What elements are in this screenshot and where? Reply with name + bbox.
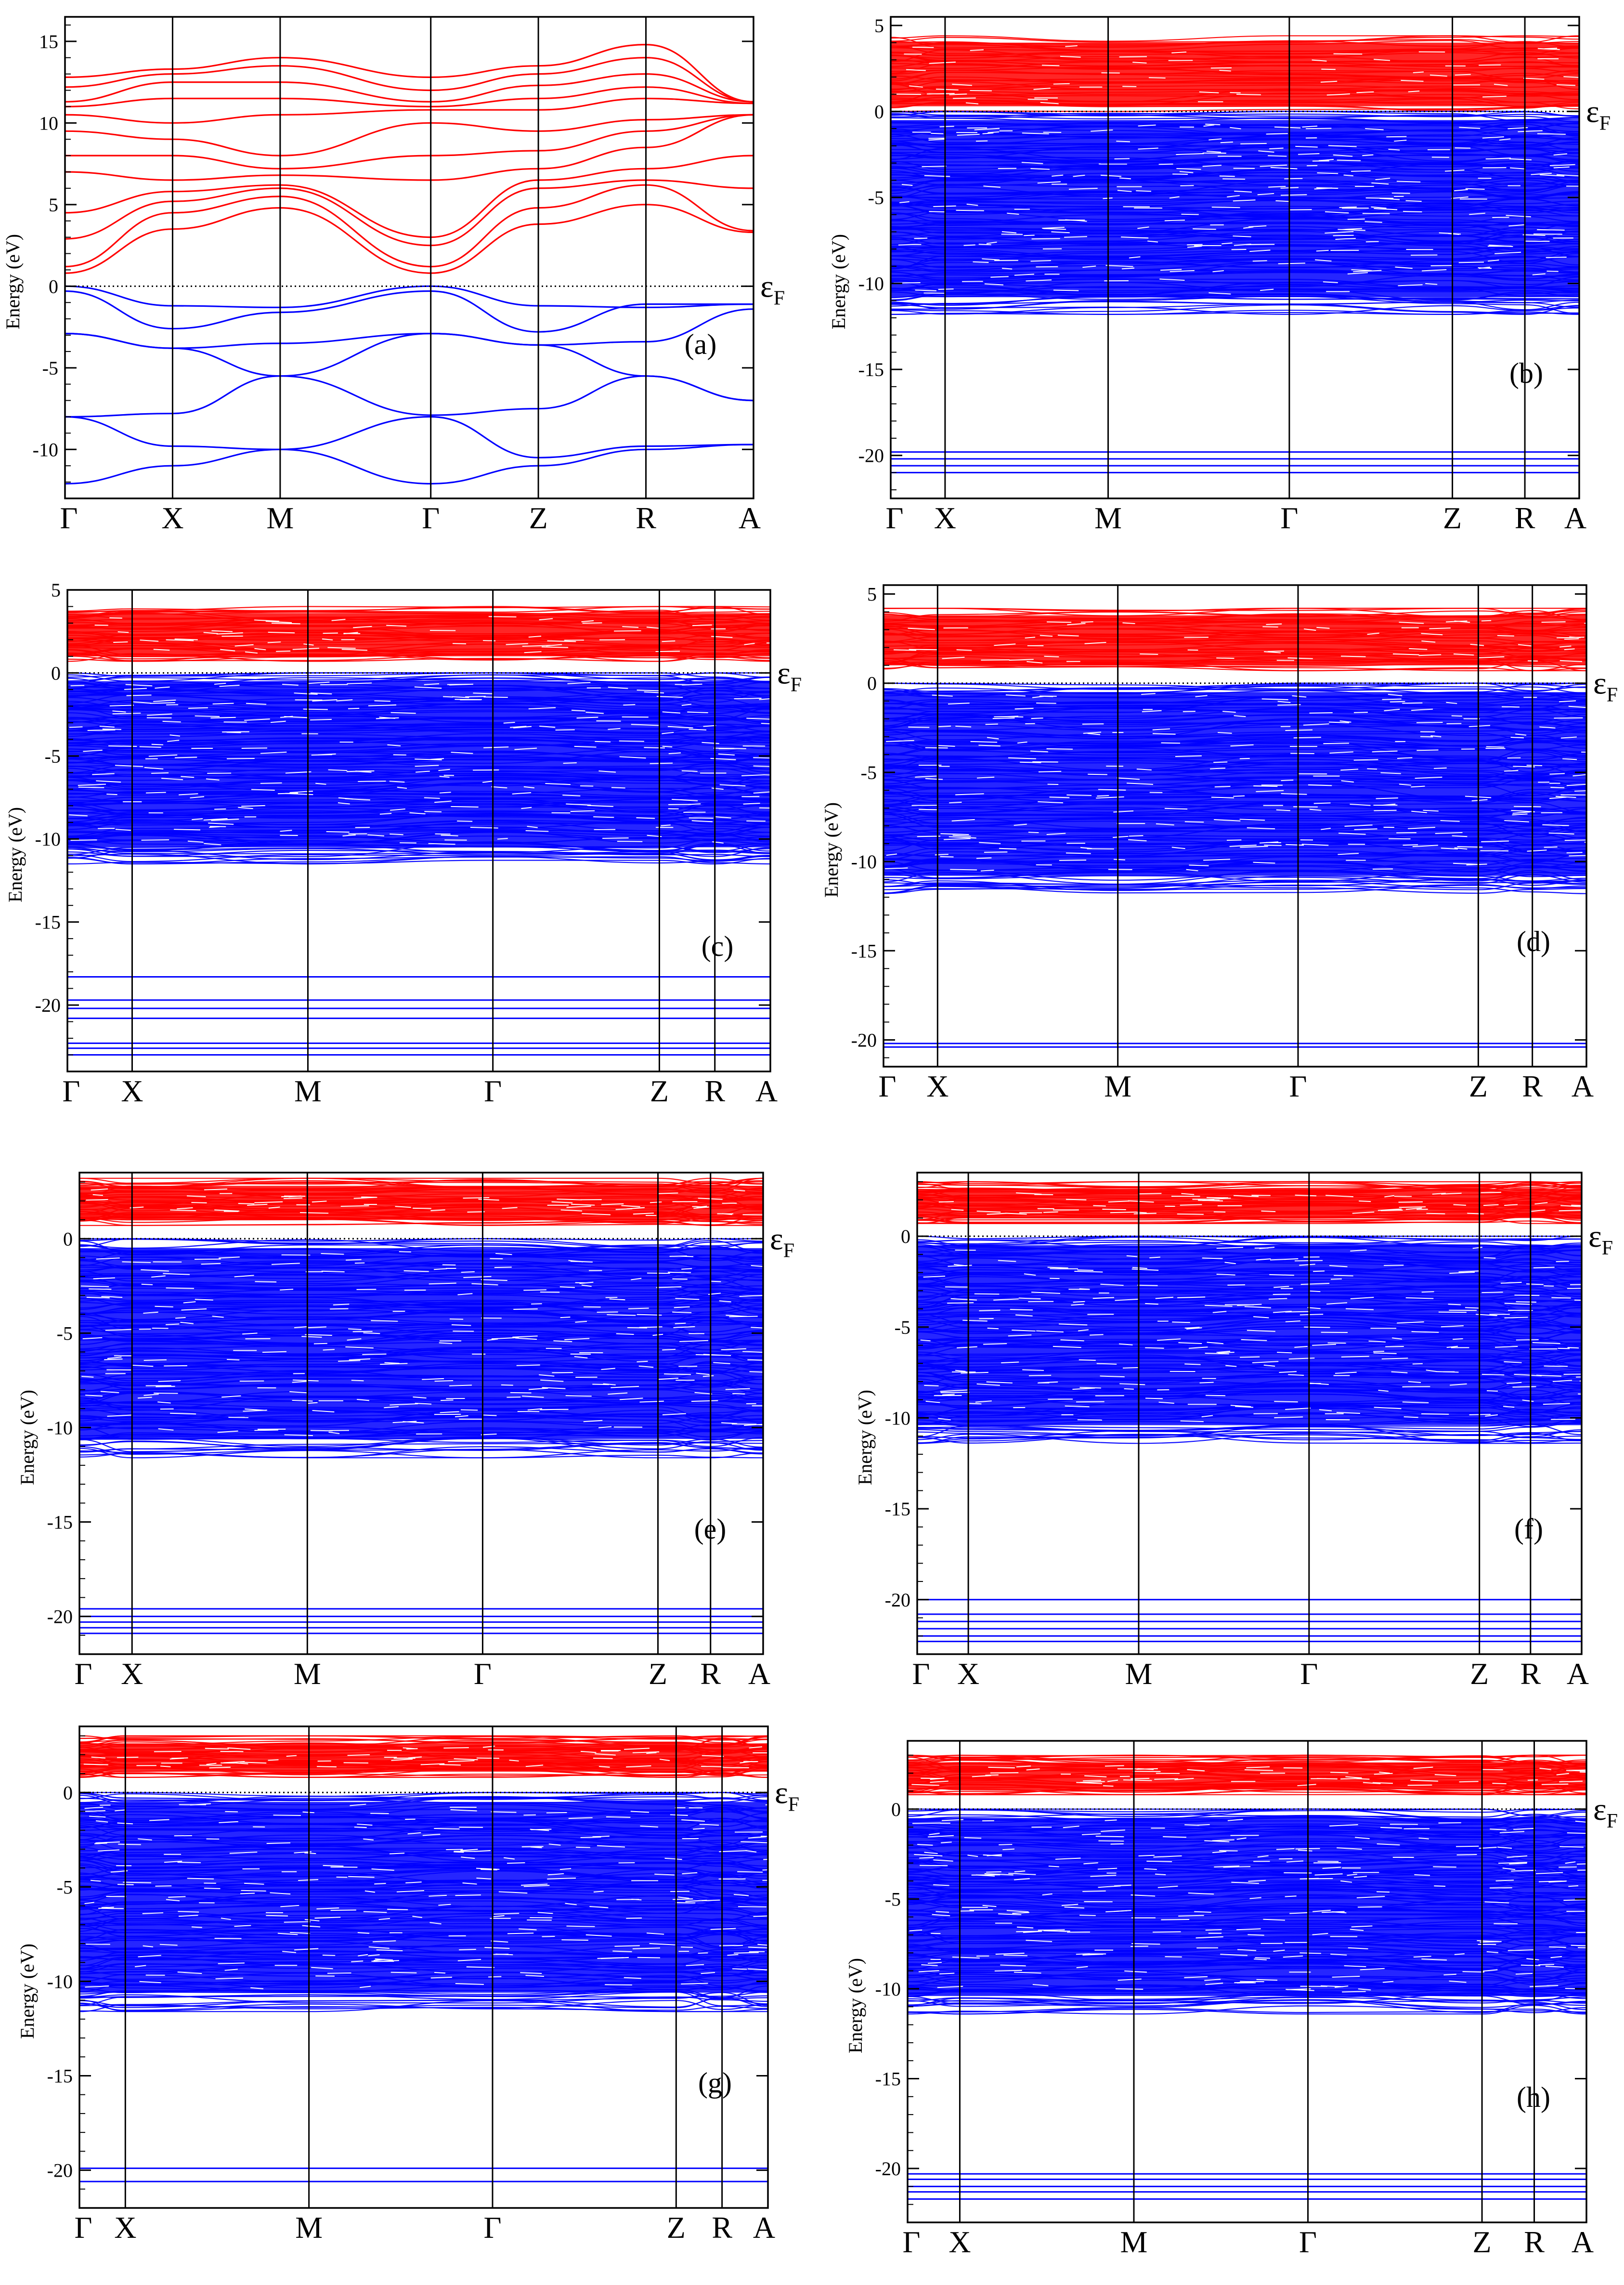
band-gap-gap (988, 1767, 1015, 1768)
band-gap-gap (919, 1857, 934, 1858)
y-tick-label: -10 (875, 1978, 901, 2000)
band-gap-gap (1390, 1824, 1418, 1825)
band-gap-gap (1139, 1855, 1155, 1856)
band-gap-gap (1002, 1849, 1014, 1850)
band-gap-gap (1521, 1965, 1540, 1966)
band-gap-gap (1459, 1781, 1479, 1782)
y-tick-label: -5 (885, 1888, 901, 1910)
band-gap-gap (1079, 1915, 1096, 1916)
band-gap-gap (1457, 1854, 1477, 1855)
y-tick-label: 0 (891, 1799, 901, 1820)
band-gap-gap (1082, 1891, 1105, 1892)
band-gap-gap (1247, 1934, 1264, 1935)
band-gap-gap (1096, 1836, 1124, 1837)
y-axis-label: Energy (eV) (844, 1958, 866, 2053)
band-gap-gap (1330, 1772, 1348, 1773)
band-gap-gap (1538, 1964, 1554, 1965)
band-gap-gap (999, 1844, 1012, 1845)
band-gap-gap (1146, 1861, 1172, 1862)
band-gap-gap (1342, 1991, 1365, 1992)
band-lines-group (908, 1755, 1608, 2199)
band-gap-gap (1016, 1931, 1041, 1932)
band-gap-gap (1083, 1780, 1101, 1781)
y-tick-label: -15 (875, 2068, 901, 2089)
band-gap-gap (1443, 1974, 1456, 1975)
band-gap-gap (1408, 1785, 1432, 1786)
band-gap-gap (1340, 1778, 1361, 1779)
band-gap-gap (1492, 1783, 1506, 1784)
band-gap-gap (1542, 1784, 1568, 1785)
fermi-level-label: εF (1593, 1792, 1618, 1832)
band-gap-gap (985, 1775, 999, 1776)
band-gap-gap (912, 1823, 941, 1824)
band-gap-gap (1456, 1846, 1479, 1847)
band-gap-gap (939, 1973, 954, 1974)
band-gap-gap (1105, 1765, 1124, 1766)
y-tick-label: -20 (875, 2158, 901, 2180)
band-gap-gap (1049, 1866, 1059, 1867)
panel-label: (h) (1517, 2081, 1550, 2113)
